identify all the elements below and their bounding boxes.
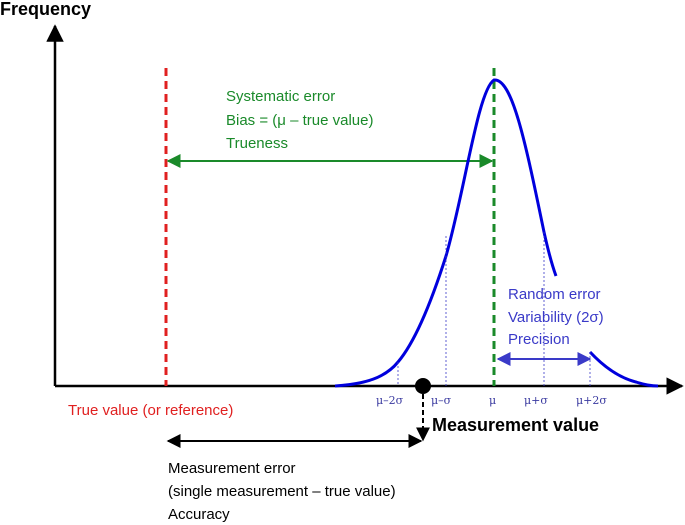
precision-label: Precision — [508, 331, 570, 348]
systematic-error-label: Systematic error — [226, 88, 335, 105]
single-measurement-label: (single measurement – true value) — [168, 483, 396, 500]
tick-mu: μ — [489, 394, 496, 407]
variability-label: Variability (2σ) — [508, 309, 604, 326]
true-value-label: True value (or reference) — [68, 402, 233, 419]
measurement-error-label: Measurement error — [168, 460, 296, 477]
trueness-label: Trueness — [226, 135, 288, 152]
tick-mu-minus-2sigma: μ–2σ — [376, 394, 404, 407]
measurement-point — [415, 378, 431, 394]
tick-mu-plus-sigma: μ+σ — [524, 394, 548, 407]
random-error-label: Random error — [508, 286, 601, 303]
accuracy-label: Accuracy — [168, 506, 230, 523]
distribution-curve-right — [588, 350, 659, 388]
bias-label: Bias = (μ – true value) — [226, 112, 373, 129]
tick-mu-plus-2sigma: μ+2σ — [576, 394, 607, 407]
y-axis-title: Frequency — [0, 0, 91, 19]
x-axis-title: Measurement value — [432, 415, 599, 435]
tick-mu-minus-sigma: μ–σ — [431, 394, 452, 407]
